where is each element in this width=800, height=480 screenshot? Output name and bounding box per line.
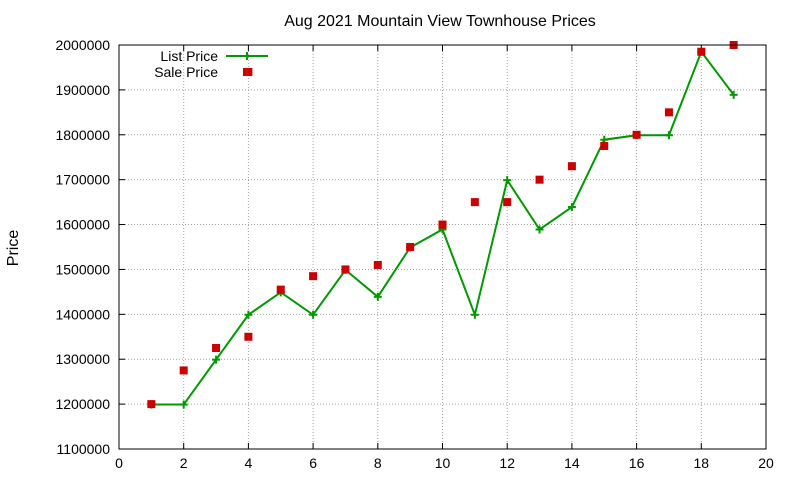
list-price-point (244, 310, 253, 319)
sale-price-point (212, 344, 221, 352)
sale-price-point (632, 130, 641, 139)
axis-ticks: 0 2 4 6 8 10 12 14 16 18 20 1100000 1200000 1300000 14… (55, 37, 774, 471)
sale-price-point (406, 243, 415, 251)
y-tick-label: 1800000 (55, 127, 110, 143)
y-axis-label: Price (5, 230, 22, 267)
sale-price-point (664, 108, 673, 117)
sale-price-point (276, 285, 285, 294)
list-price-point (567, 203, 576, 212)
sale-price-point (697, 47, 706, 56)
list-price-point (664, 131, 673, 140)
sale-price-point (309, 272, 318, 281)
list-price-point (535, 225, 544, 234)
plot-border (118, 44, 767, 450)
sale-price-point (179, 366, 188, 375)
y-tick-label: 1600000 (55, 217, 110, 233)
y-tick-label: 1300000 (55, 351, 110, 367)
sale-price-point (244, 332, 253, 341)
sale-price-point (147, 400, 156, 409)
legend-label: List Price (160, 48, 218, 64)
x-tick-label: 2 (180, 455, 188, 471)
x-tick-label: 8 (374, 455, 382, 471)
y-tick-label: 2000000 (55, 37, 110, 53)
sale-price-point (503, 198, 512, 207)
sale-price-point (438, 220, 447, 229)
list-price-point (729, 90, 738, 99)
sale-price-point (567, 162, 576, 171)
list-price-point (470, 310, 479, 319)
legend-square-swatch (243, 68, 251, 76)
x-tick-label: 16 (629, 455, 645, 471)
x-tick-label: 18 (694, 455, 710, 471)
x-tick-label: 12 (499, 455, 515, 471)
x-tick-label: 4 (245, 455, 253, 471)
y-tick-label: 1500000 (55, 261, 110, 277)
x-tick-label: 0 (115, 455, 123, 471)
list-price-point (179, 400, 188, 409)
y-tick-label: 1900000 (55, 82, 110, 98)
x-tick-label: 10 (435, 455, 451, 471)
chart-title: Aug 2021 Mountain View Townhouse Prices (284, 13, 596, 30)
grid (119, 45, 766, 449)
sale-price-point (470, 198, 479, 207)
sale-price-point (535, 175, 544, 184)
list-price-point (503, 176, 512, 185)
y-tick-label: 1200000 (55, 396, 110, 412)
sale-price-point (373, 260, 382, 269)
y-tick-label: 1100000 (57, 441, 111, 457)
legend-label: Sale Price (154, 64, 218, 80)
list-price-point (309, 310, 318, 319)
sale-price-point (600, 142, 609, 150)
y-tick-label: 1400000 (55, 306, 110, 322)
sale-price-point (341, 265, 350, 274)
x-tick-label: 20 (758, 455, 774, 471)
y-tick-label: 1700000 (55, 172, 110, 188)
list-price-point (212, 355, 221, 364)
legend-plus-swatch (243, 52, 251, 60)
list-price-point (373, 292, 382, 301)
x-tick-label: 6 (309, 455, 317, 471)
x-tick-label: 14 (564, 455, 580, 471)
